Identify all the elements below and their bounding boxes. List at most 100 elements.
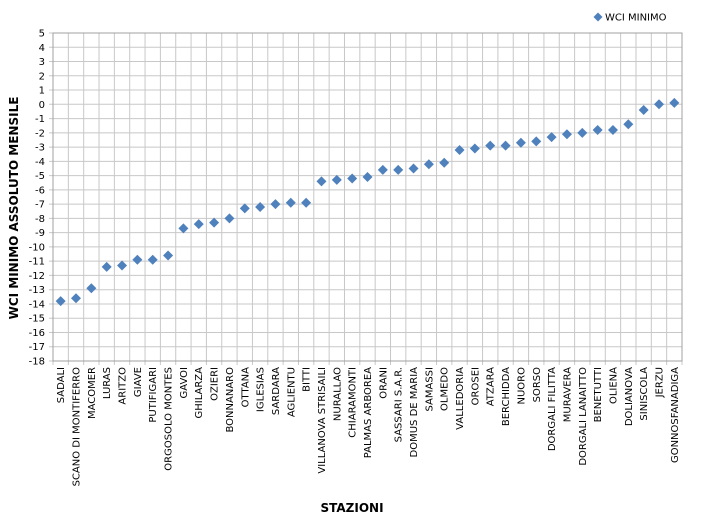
point [255, 201, 266, 212]
point [577, 127, 588, 138]
x-tick-label: BERCHIDDA [501, 367, 512, 426]
y-tick-label: -11 [29, 257, 45, 268]
x-tick-label: SORSO [532, 367, 543, 403]
point [561, 129, 572, 140]
plot-border [52, 32, 683, 362]
x-tick-label: DORGALI LANAITTO [578, 367, 589, 466]
point [71, 293, 82, 304]
y-tick-label: 0 [39, 100, 45, 111]
x-tick-label: LURAS [102, 367, 113, 399]
x-tick-label: AGLIENTU [286, 367, 297, 417]
point [209, 217, 220, 228]
point [86, 283, 97, 294]
x-tick-label: GHILARZA [194, 367, 205, 419]
x-tick-label: SASSARI S.A.R. [394, 367, 405, 442]
point [101, 261, 112, 272]
point [500, 140, 511, 151]
x-tick-label: OTTANA [240, 367, 251, 407]
y-tick-label: -2 [35, 128, 45, 139]
y-tick-label: -12 [29, 271, 45, 282]
y-tick-label: -9 [35, 228, 45, 239]
y-tick-label: 4 [39, 43, 45, 54]
y-tick-label: -6 [35, 185, 45, 196]
point [163, 250, 174, 261]
x-tick-label: SAMASSI [424, 367, 435, 412]
x-tick-label: ATZARA [486, 367, 497, 406]
x-tick-label: BONNANARO [225, 367, 236, 433]
y-tick-label: 2 [39, 71, 45, 82]
point [178, 223, 189, 234]
y-tick-label: -14 [29, 299, 45, 310]
y-tick-label: -1 [35, 114, 45, 125]
y-tick-label: -7 [35, 200, 45, 211]
y-tick-label: 3 [39, 57, 45, 68]
x-tick-label: NUORO [516, 367, 527, 405]
point [607, 124, 618, 135]
y-tick-label: -17 [29, 342, 45, 353]
point [546, 132, 557, 143]
point [623, 119, 634, 130]
x-tick-label: MACOMER [87, 367, 98, 419]
x-tick-label: OROSEI [470, 367, 481, 405]
x-tick-label: SCANO DI MONTIFERRO [72, 367, 83, 487]
x-tick-label: SADALI [56, 367, 67, 403]
y-tick-label: -10 [29, 242, 45, 253]
x-axis-title: STAZIONI [320, 501, 383, 515]
x-tick-label: JERZU [654, 367, 665, 398]
x-tick-label: GAVOI [179, 367, 190, 398]
legend-label: WCI MINIMO [605, 13, 667, 24]
x-tick-label: OLMEDO [440, 367, 451, 411]
point [224, 213, 235, 224]
point [653, 99, 664, 110]
point [347, 173, 358, 184]
x-tick-label: CHIARAMONTI [348, 367, 359, 438]
x-tick-label: VILLANOVA STRISAILI [317, 367, 328, 474]
x-tick-label: OLIENA [608, 367, 619, 404]
point [485, 140, 496, 151]
x-tick-label: ORANI [378, 367, 389, 399]
x-tick-label: IGLESIAS [256, 367, 267, 412]
point [638, 105, 649, 116]
y-tick-label: -5 [35, 171, 45, 182]
y-tick-label: -3 [35, 143, 45, 154]
point [592, 124, 603, 135]
x-tick-label: VALLEDORIA [455, 367, 466, 430]
point [439, 157, 450, 168]
x-tick-label: ORGOSOLO MONTES [164, 367, 175, 471]
point [469, 143, 480, 154]
x-tick-label: BENETUTTI [593, 367, 604, 422]
x-tick-label: MURAVERA [562, 367, 573, 422]
point [55, 296, 66, 307]
x-tick-label: DORGALI FILITTA [547, 367, 558, 451]
x-tick-label: DOMUS DE MARIA [409, 367, 420, 458]
point [362, 172, 373, 183]
point [117, 260, 128, 271]
y-axis-title: WCI MINIMO ASSOLUTO MENSILE [7, 97, 21, 320]
point [531, 136, 542, 147]
x-tick-label: DOLIANOVA [624, 367, 635, 426]
y-tick-label: -4 [35, 157, 45, 168]
y-tick-label: -8 [35, 214, 45, 225]
x-tick-label: PUTIFIGARI [148, 367, 159, 423]
x-tick-label: SINISCOLA [639, 367, 650, 421]
point [377, 164, 388, 175]
y-tick-label: -18 [29, 357, 45, 368]
y-tick-label: 1 [39, 86, 45, 97]
x-tick-label: SARDARA [271, 367, 282, 415]
point [239, 203, 250, 214]
x-tick-label: PALMAS ARBOREA [363, 367, 374, 458]
point [132, 254, 143, 265]
x-tick-label: ARITZO [118, 367, 129, 405]
y-tick-label: 5 [39, 29, 45, 40]
y-tick-label: -13 [29, 285, 45, 296]
point [316, 176, 327, 187]
point [515, 137, 526, 148]
x-tick-label: GONNOSFANADIGA [670, 367, 681, 463]
point [301, 197, 312, 208]
point [147, 254, 158, 265]
point [193, 219, 204, 230]
point [393, 164, 404, 175]
legend-marker [593, 12, 603, 22]
x-tick-label: GIAVE [133, 367, 144, 397]
